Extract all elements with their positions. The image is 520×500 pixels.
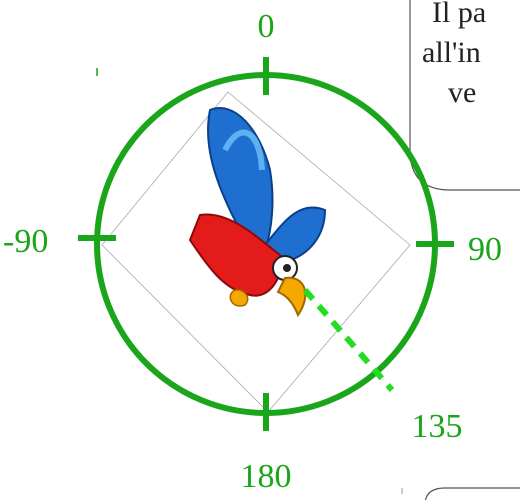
parrot-sprite bbox=[188, 107, 327, 318]
bubble-line: ve bbox=[448, 76, 476, 109]
bubble-line: Il pa bbox=[432, 0, 486, 29]
angle-label: 180 bbox=[241, 458, 292, 495]
bubble-line: all'in bbox=[422, 36, 481, 69]
angle-label: -90 bbox=[3, 223, 48, 260]
angle-label: 90 bbox=[468, 231, 502, 268]
speech-bubble bbox=[424, 487, 520, 500]
angle-label: 135 bbox=[412, 408, 463, 445]
angle-label: 0 bbox=[258, 8, 275, 45]
ticks bbox=[78, 57, 454, 431]
direction-pointer bbox=[302, 288, 395, 392]
